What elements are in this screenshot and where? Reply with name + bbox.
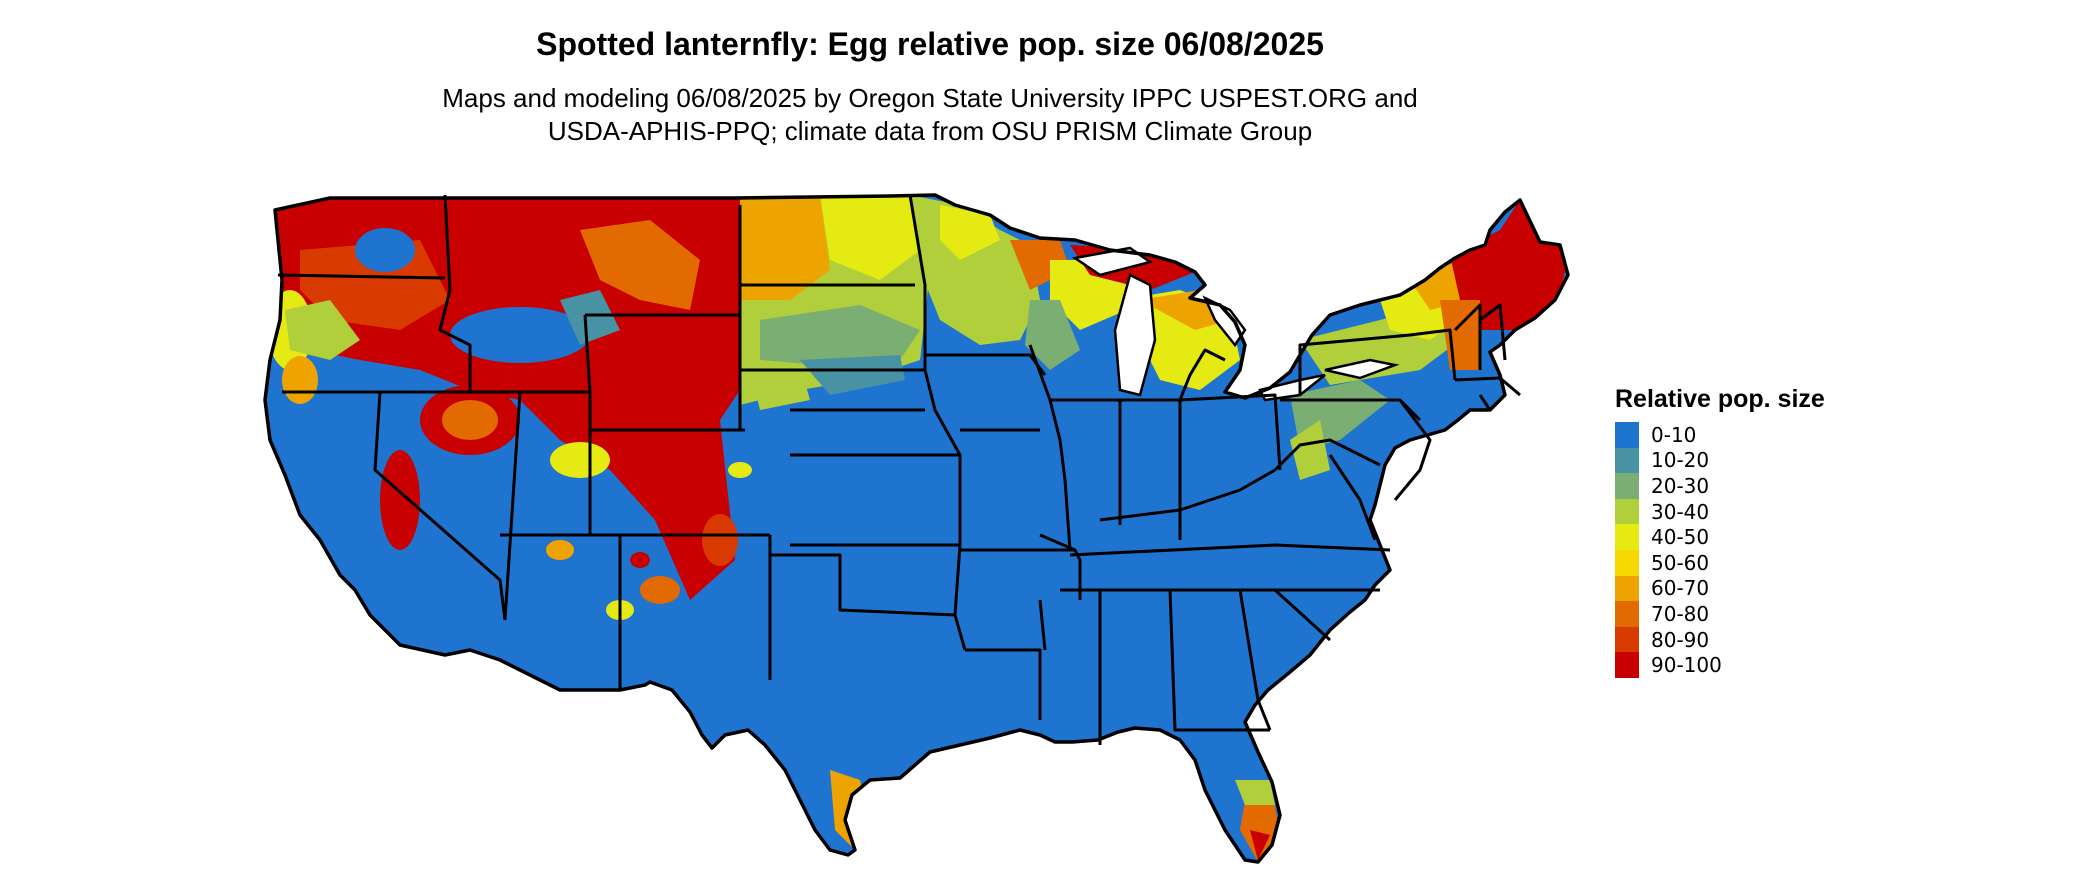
- legend-swatch: [1615, 422, 1639, 448]
- legend-item: 10-20: [1615, 447, 1825, 474]
- legend-swatch: [1615, 626, 1639, 653]
- legend-swatch: [1615, 549, 1639, 576]
- legend-item: 20-30: [1615, 473, 1825, 499]
- legend-item: 0-10: [1615, 422, 1825, 448]
- legend-swatch: [1615, 473, 1639, 499]
- legend-item: 40-50: [1615, 524, 1825, 550]
- legend-label: 0-10: [1651, 422, 1697, 447]
- subtitle-line-2: USDA-APHIS-PPQ; climate data from OSU PR…: [547, 116, 1313, 146]
- legend-title: Relative pop. size: [1615, 385, 1825, 413]
- legend-item: 50-60: [1615, 549, 1825, 576]
- legend-label: 30-40: [1651, 499, 1710, 524]
- legend-label: 50-60: [1651, 550, 1710, 575]
- legend-swatch: [1615, 575, 1639, 602]
- legend-item: 70-80: [1615, 601, 1825, 627]
- great-lakes: [1071, 246, 1400, 402]
- legend-label: 10-20: [1651, 448, 1710, 473]
- legend-swatch: [1615, 498, 1639, 525]
- legend-item: 80-90: [1615, 626, 1825, 653]
- legend-items: 0-10 10-20 20-30 30-40 40-50 50-60 60-70 70-80 8…: [1615, 422, 1825, 678]
- legend-swatch: [1615, 447, 1639, 474]
- legend-label: 80-90: [1651, 627, 1710, 652]
- legend-swatch: [1615, 601, 1639, 627]
- subtitle-line-1: Maps and modeling 06/08/2025 by Oregon S…: [442, 83, 1418, 113]
- map-subtitle: Maps and modeling 06/08/2025 by Oregon S…: [0, 82, 1860, 148]
- legend-item: 90-100: [1615, 652, 1825, 678]
- legend-swatch: [1615, 652, 1639, 678]
- legend-item: 60-70: [1615, 575, 1825, 602]
- legend-label: 20-30: [1651, 473, 1710, 498]
- legend-swatch: [1615, 524, 1639, 550]
- map-title: Spotted lanternfly: Egg relative pop. si…: [536, 26, 1324, 62]
- legend-label: 70-80: [1651, 601, 1710, 626]
- legend-label: 60-70: [1651, 576, 1710, 601]
- legend-label: 40-50: [1651, 525, 1710, 550]
- legend: Relative pop. size 0-10 10-20 20-30 30-40 40…: [1615, 385, 1825, 678]
- pop-size-raster: [265, 195, 1568, 862]
- legend-label: 90-100: [1651, 653, 1722, 678]
- legend-item: 30-40: [1615, 498, 1825, 525]
